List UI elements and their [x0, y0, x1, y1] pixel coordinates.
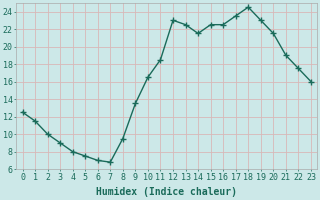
X-axis label: Humidex (Indice chaleur): Humidex (Indice chaleur)	[96, 187, 237, 197]
